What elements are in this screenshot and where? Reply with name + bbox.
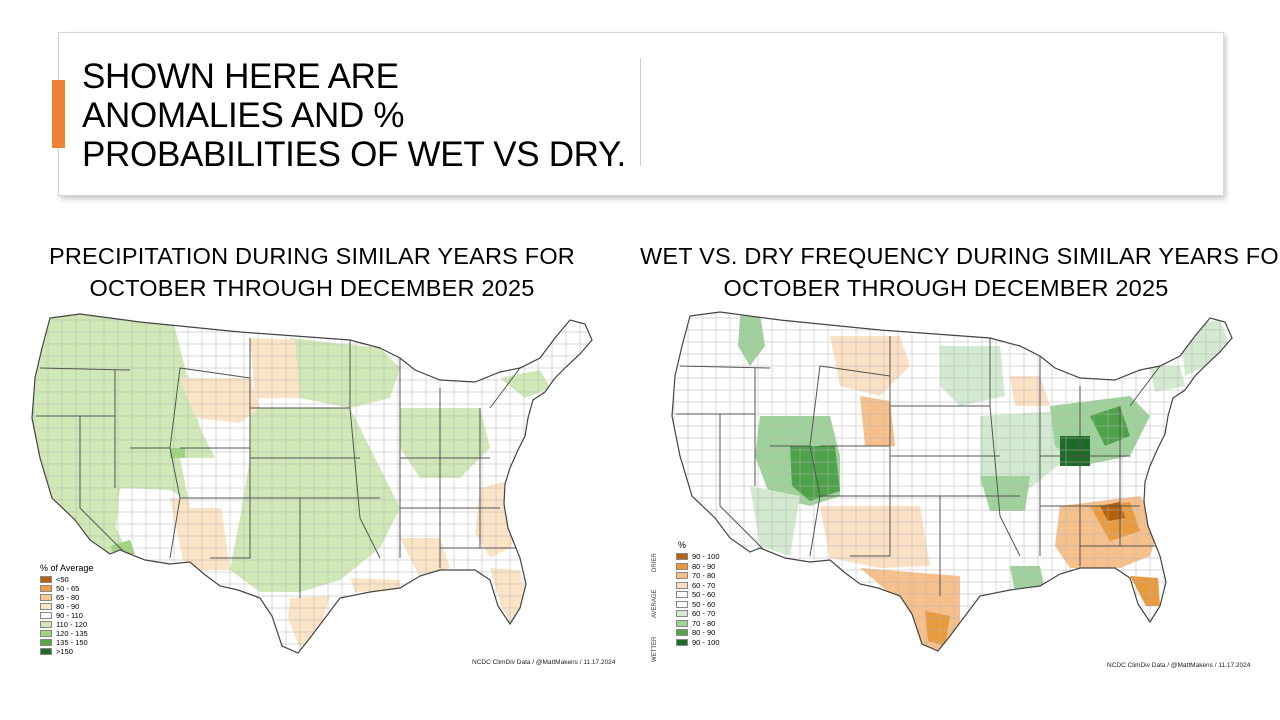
legend-label: 50 - 60 [692,590,716,600]
legend-item: 50 - 65 [40,584,93,593]
right-legend-title: % [678,540,687,550]
legend-label: 110 - 120 [56,620,88,629]
legend-swatch [676,553,688,561]
legend-swatch [676,600,688,608]
legend-label: 80 - 90 [692,561,716,571]
legend-label: 70 - 80 [692,571,716,581]
slide-title-line: PROBABILITIES OF WET VS DRY. [82,135,626,174]
legend-label: 90 - 110 [56,611,83,620]
legend-group-label: AVERAGE [652,589,658,618]
legend-label: 80 - 90 [56,602,80,611]
right-map-title: WET VS. DRY FREQUENCY DURING SIMILAR YEA… [640,240,1280,304]
left-credit: NCDC ClimDiv Data / @MattMakens / 11.17.… [472,659,616,666]
left-legend: % of Average <50 50 - 65 65 - 80 80 - 90 90 … [40,563,93,656]
legend-item: 80 - 90 [676,562,720,572]
legend-swatch [40,621,52,628]
legend-swatch [40,594,52,601]
precipitation-anomaly-map [31,313,593,654]
left-legend-items: <50 50 - 65 65 - 80 80 - 90 90 - 110 110 - 12… [40,575,93,656]
legend-label: >150 [56,647,73,656]
slide-title-line: SHOWN HERE ARE [82,57,399,96]
legend-label: 90 - 100 [692,552,720,562]
right-legend: % 90 - 100 80 - 90 70 - 80 60 - 70 50 - 60 50… [676,540,720,647]
title-card [58,32,1224,196]
legend-swatch [676,581,688,589]
legend-item: 80 - 90 [676,628,720,638]
legend-item: 50 - 60 [676,590,720,600]
left-state-borders [36,338,521,598]
right-map-title-line: WET VS. DRY FREQUENCY DURING SIMILAR YEA… [640,243,1280,269]
legend-swatch [676,572,688,580]
left-map-title-line: PRECIPITATION DURING SIMILAR YEARS FOR [49,243,575,269]
left-map-title: PRECIPITATION DURING SIMILAR YEARS FOR O… [22,240,602,304]
slide-title-line: ANOMALIES AND % [82,96,405,135]
legend-item: 60 - 70 [676,609,720,619]
legend-label: 120 - 135 [56,629,88,638]
legend-label: 60 - 70 [692,609,716,619]
legend-item: 110 - 120 [40,620,93,629]
left-map-fill [32,314,592,653]
legend-item: 70 - 80 [676,571,720,581]
legend-swatch [40,585,52,592]
legend-item: 60 - 70 [676,581,720,591]
right-legend-items: 90 - 100 80 - 90 70 - 80 60 - 70 50 - 60 50 -… [676,552,720,647]
legend-group-label: DRIER [652,553,658,572]
legend-swatch [676,619,688,627]
legend-item: 90 - 100 [676,638,720,648]
legend-label: 50 - 60 [692,599,716,609]
legend-item: <50 [40,575,93,584]
right-map-fill [672,312,1232,651]
legend-label: 65 - 80 [56,593,80,602]
legend-label: 80 - 90 [692,628,716,638]
legend-swatch [676,629,688,637]
legend-group-label: WETTER [652,636,658,662]
legend-item: 50 - 60 [676,600,720,610]
legend-swatch [676,591,688,599]
legend-swatch [676,610,688,618]
legend-item: 120 - 135 [40,629,93,638]
legend-label: <50 [56,575,69,584]
slide-title: SHOWN HERE ARE ANOMALIES AND % PROBABILI… [82,57,642,174]
right-credit: NCDC ClimDiv Data / @MattMakens / 11.17.… [1107,662,1251,669]
legend-item: 65 - 80 [40,593,93,602]
left-map-title-line: OCTOBER THROUGH DECEMBER 2025 [89,275,535,301]
legend-label: 70 - 80 [692,618,716,628]
title-divider [640,58,641,166]
legend-swatch [40,648,52,655]
legend-label: 60 - 70 [692,580,716,590]
legend-label: 90 - 100 [692,637,720,647]
left-legend-title: % of Average [40,563,94,573]
legend-swatch [40,639,52,646]
legend-swatch [676,638,688,646]
right-map-title-line: OCTOBER THROUGH DECEMBER 2025 [723,275,1169,301]
legend-label: 135 - 150 [56,638,88,647]
legend-swatch [40,576,52,583]
accent-bar [52,80,65,148]
legend-item: 90 - 100 [676,552,720,562]
legend-label: 50 - 65 [56,584,80,593]
legend-swatch [40,612,52,619]
legend-item: 80 - 90 [40,602,93,611]
legend-swatch [676,562,688,570]
legend-item: 135 - 150 [40,638,93,647]
right-state-borders [676,336,1161,596]
wet-dry-frequency-map [671,311,1233,652]
legend-swatch [40,603,52,610]
legend-item: 90 - 110 [40,611,93,620]
legend-swatch [40,630,52,637]
legend-item: >150 [40,647,93,656]
legend-item: 70 - 80 [676,619,720,629]
